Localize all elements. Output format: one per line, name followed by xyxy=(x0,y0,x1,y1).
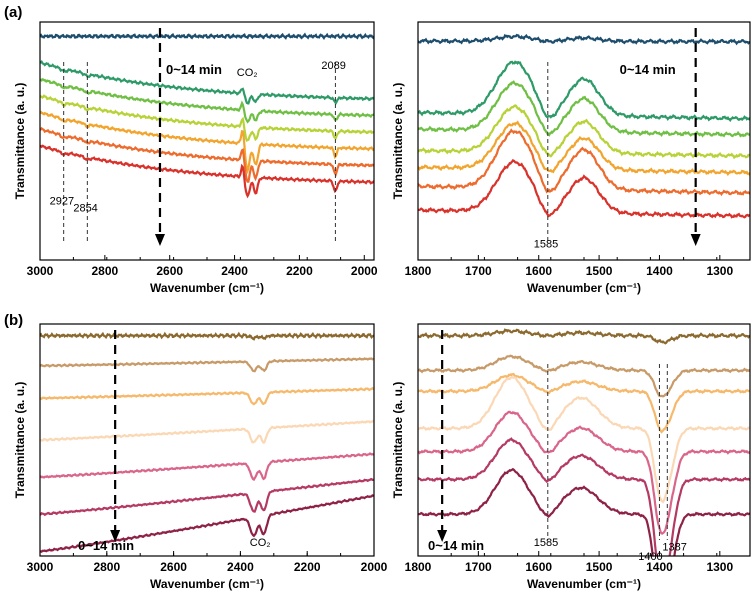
series-line-6-min xyxy=(40,419,374,444)
x-tick-label: 2000 xyxy=(361,560,388,574)
series-line-0-min xyxy=(418,33,750,46)
series-line-14-min xyxy=(40,494,374,553)
x-tick-label: 1300 xyxy=(706,560,733,574)
chart-b_left: 0~14 min CO₂ 3000 2800 2600 2400 2200 2000 Waven… xyxy=(13,323,388,591)
series-line-8-min xyxy=(418,410,750,535)
time-label: 0~14 min xyxy=(166,62,222,77)
series-line-8-min xyxy=(40,452,374,482)
x-tick-label: 2800 xyxy=(92,264,119,278)
annotation-CO₂: CO₂ xyxy=(250,537,271,549)
time-arrow-head xyxy=(110,530,121,542)
series-line-4-min xyxy=(418,372,750,434)
x-tick-label: 2200 xyxy=(294,560,321,574)
x-tick-label: 1600 xyxy=(525,560,552,574)
x-tick-label: 3000 xyxy=(27,560,54,574)
series-line-0-min xyxy=(418,328,750,345)
series-line-8-min xyxy=(418,120,750,177)
annotation-1585: 1585 xyxy=(534,537,558,549)
annotation-2927: 2927 xyxy=(50,196,74,208)
x-tick-label: 2600 xyxy=(156,264,183,278)
panel-label-b: (b) xyxy=(4,312,24,329)
x-tick-label: 3000 xyxy=(27,264,54,278)
series-line-2-min xyxy=(40,59,374,106)
x-tick-label: 2400 xyxy=(221,264,248,278)
series-line-10-min xyxy=(40,126,374,183)
x-tick-label: 1500 xyxy=(586,560,613,574)
series-line-8-min xyxy=(40,110,374,175)
x-tick-label: 2200 xyxy=(286,264,313,278)
x-tick-label: 1700 xyxy=(465,264,492,278)
y-axis-label: Transmittance (a. u.) xyxy=(13,382,27,499)
x-axis-label: Wavenumber (cm⁻¹) xyxy=(150,577,264,591)
x-tick-label: 2400 xyxy=(227,560,254,574)
annotation-1400: 1400 xyxy=(638,551,662,563)
series-line-2-min xyxy=(418,354,750,398)
plot-frame xyxy=(417,21,751,261)
x-axis-label: Wavenumber (cm⁻¹) xyxy=(527,577,641,591)
time-arrow-head xyxy=(690,234,701,246)
x-tick-label: 1700 xyxy=(465,560,492,574)
series-line-10-min xyxy=(40,477,374,517)
series-line-6-min xyxy=(418,376,750,504)
series-line-14-min xyxy=(418,467,750,556)
chart-a_right: 0~14 min 1585 1800 1700 1600 1500 1400 1300 Wave… xyxy=(391,21,751,295)
series-line-0-min xyxy=(40,32,374,40)
time-label: 0~14 min xyxy=(78,538,134,553)
series-line-0-min xyxy=(40,331,374,341)
y-axis-label: Transmittance (a. u.) xyxy=(391,382,405,499)
series-line-4-min xyxy=(418,80,750,138)
time-label: 0~14 min xyxy=(620,62,676,77)
x-tick-label: 1800 xyxy=(405,560,432,574)
x-tick-label: 1800 xyxy=(405,264,432,278)
series-line-6-min xyxy=(40,94,374,142)
annotation-2089: 2089 xyxy=(321,60,345,72)
time-arrow-head xyxy=(154,234,165,246)
x-tick-label: 2800 xyxy=(93,560,120,574)
series-line-4-min xyxy=(40,78,374,124)
plot-frame xyxy=(417,323,751,557)
x-tick-label: 2600 xyxy=(160,560,187,574)
annotation-CO₂: CO₂ xyxy=(237,67,258,79)
x-tick-label: 2000 xyxy=(351,264,378,278)
x-tick-label: 1500 xyxy=(586,264,613,278)
x-tick-label: 1300 xyxy=(706,264,733,278)
y-axis-label: Transmittance (a. u.) xyxy=(391,83,405,200)
time-label: 0~14 min xyxy=(428,538,484,553)
annotation-2854: 2854 xyxy=(73,203,97,215)
series-line-2-min xyxy=(418,60,750,123)
annotation-1387: 1387 xyxy=(662,542,686,554)
series-line-2-min xyxy=(40,357,374,373)
series-line-10-min xyxy=(418,437,750,556)
panel-label-a: (a) xyxy=(4,4,23,21)
series-line-10-min xyxy=(418,128,750,197)
series-line-14-min xyxy=(40,144,374,199)
time-arrow-head xyxy=(437,530,448,542)
series-line-4-min xyxy=(40,386,374,406)
x-axis-label: Wavenumber (cm⁻¹) xyxy=(150,281,264,295)
x-axis-label: Wavenumber (cm⁻¹) xyxy=(527,281,641,295)
annotation-1585: 1585 xyxy=(534,238,558,250)
x-tick-label: 1400 xyxy=(646,264,673,278)
y-axis-label: Transmittance (a. u.) xyxy=(13,83,27,200)
x-tick-label: 1600 xyxy=(525,264,552,278)
series-line-14-min xyxy=(418,159,750,219)
x-tick-label: 1400 xyxy=(646,560,673,574)
